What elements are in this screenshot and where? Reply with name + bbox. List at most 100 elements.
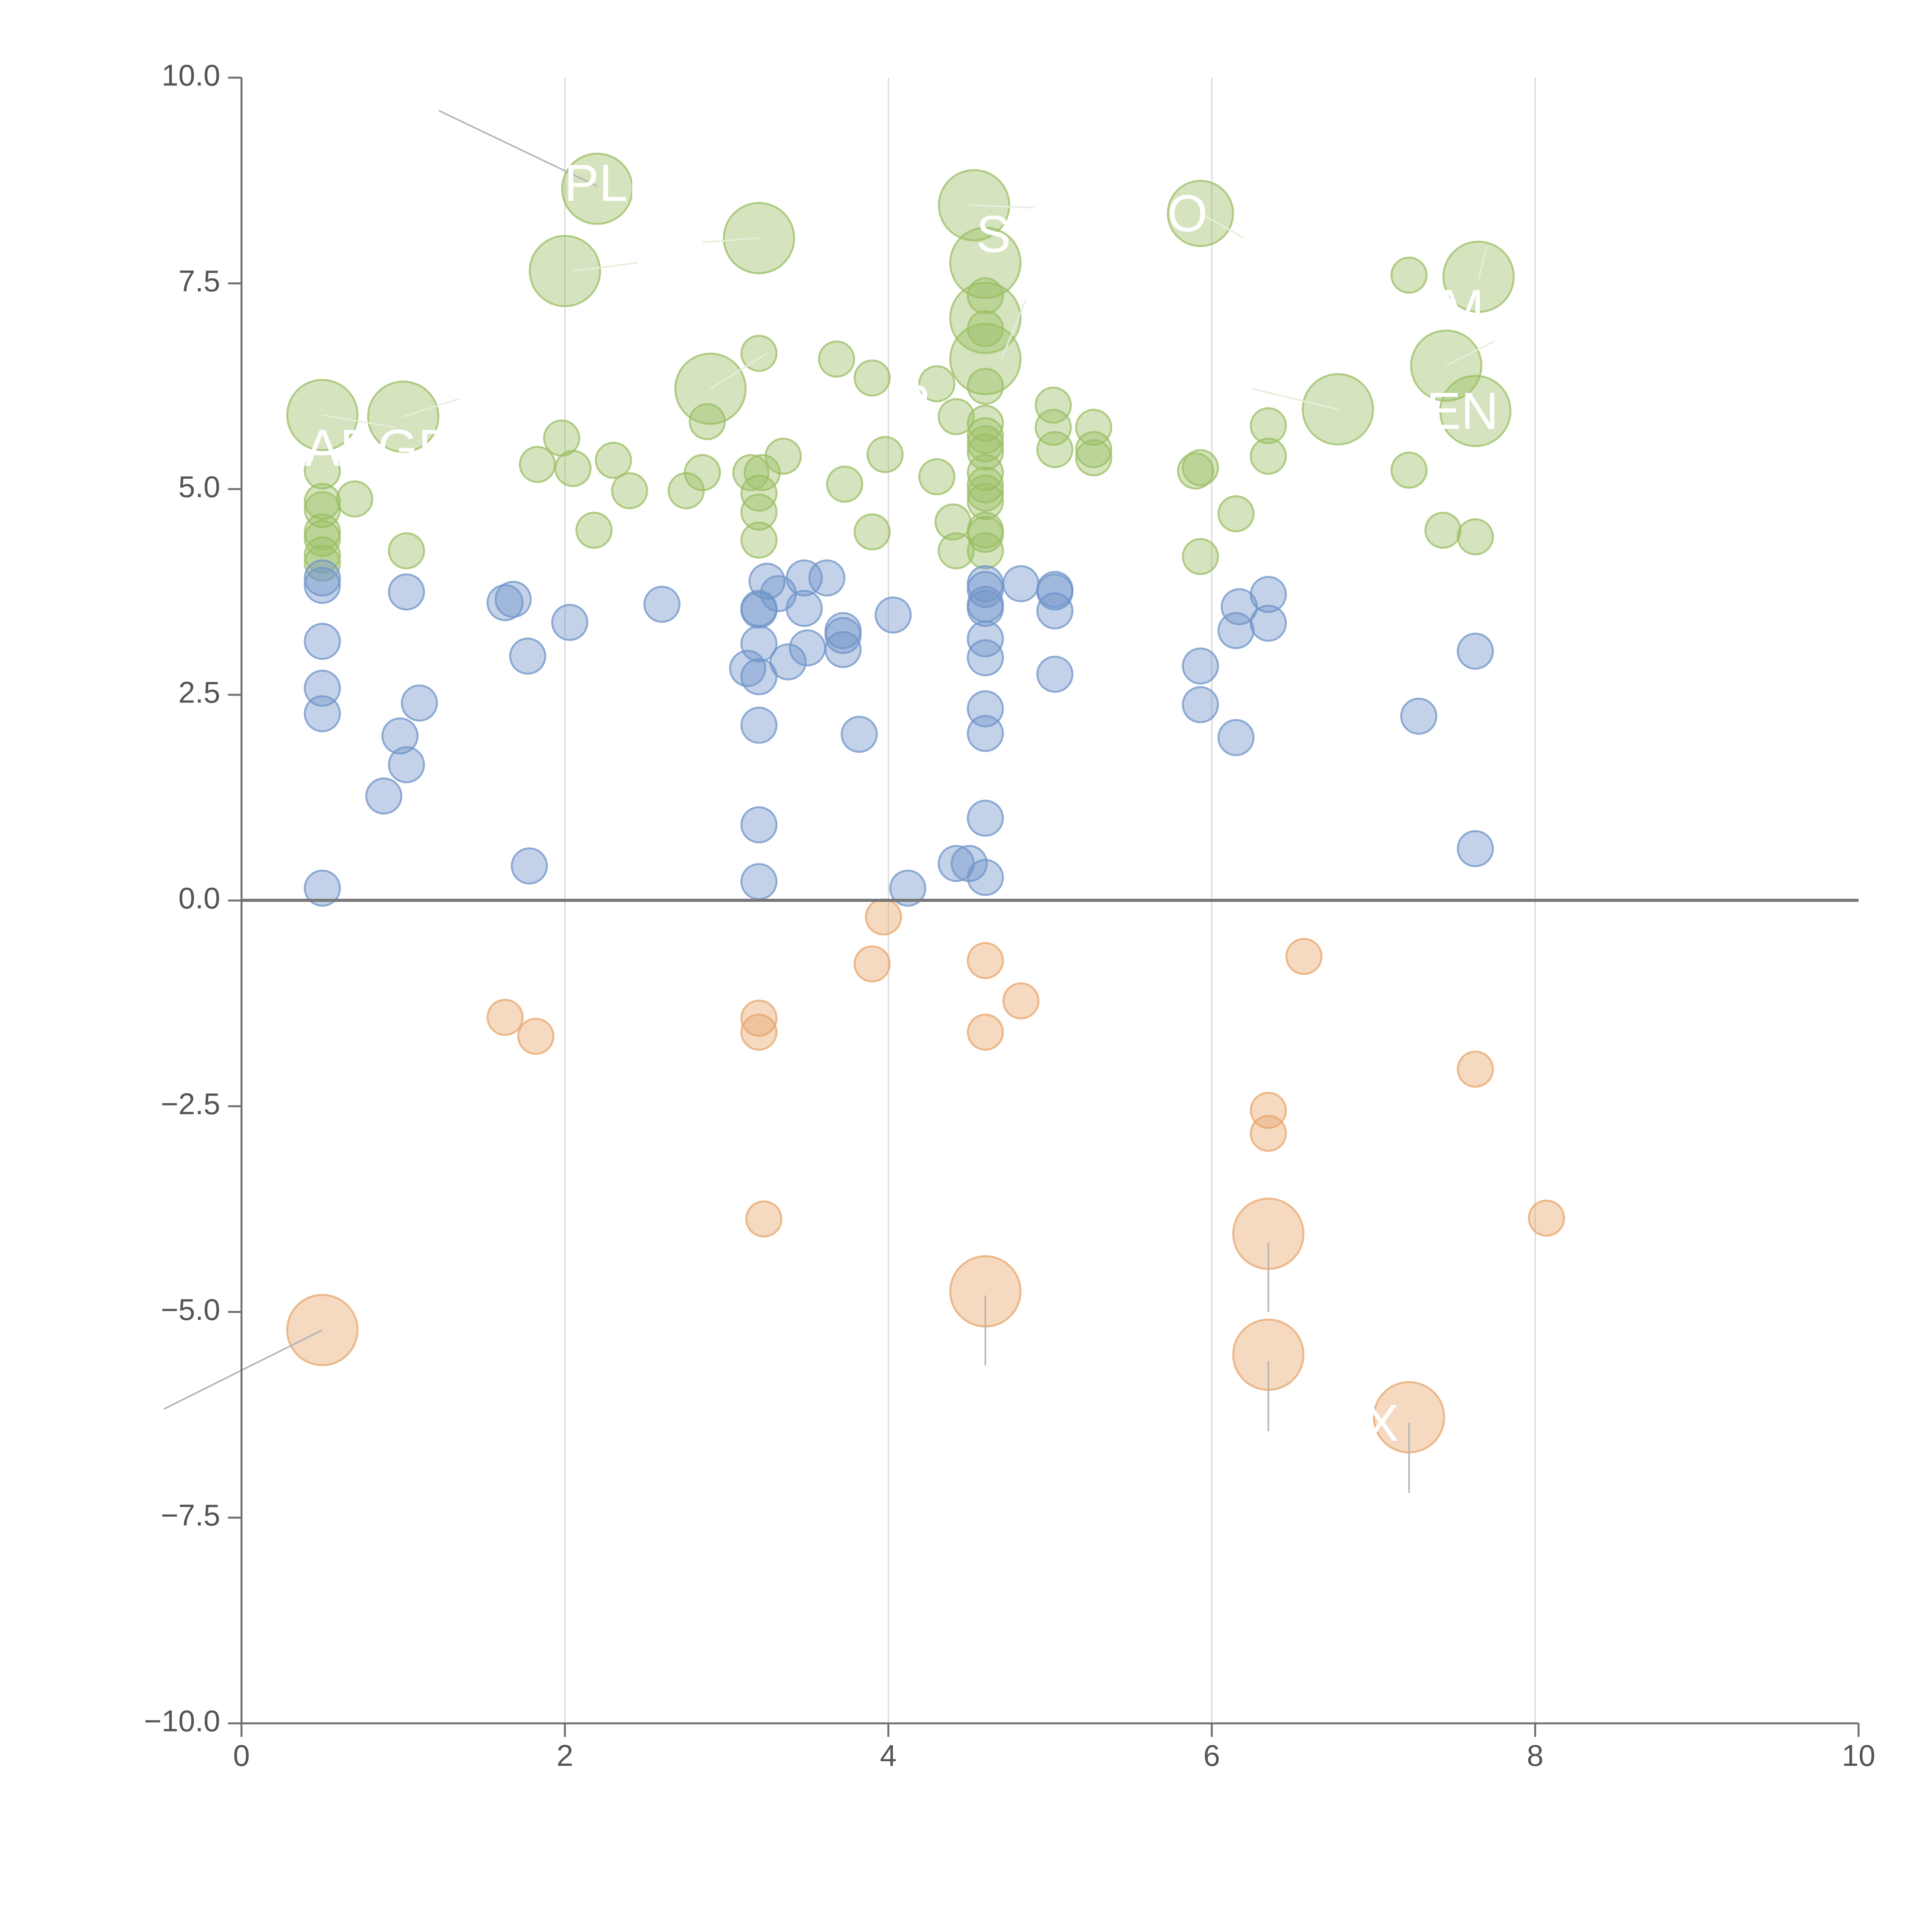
bubble-mid-36 (740, 863, 778, 900)
bubble-mid-64 (1457, 830, 1494, 867)
bubble-high-15 (1390, 257, 1428, 294)
bubble-mid-14 (551, 604, 588, 641)
bubble-mid-1 (304, 566, 341, 604)
bubble-labels: PLE S O M P EN ARGE X (305, 154, 1498, 1452)
bubble-mid-33 (840, 716, 878, 753)
x-tick-label-5: 10 (1842, 1738, 1876, 1772)
bubble-high-32 (611, 472, 648, 510)
y-tick-label-6: −5.0 (161, 1293, 220, 1327)
bubble-low-7 (486, 998, 524, 1036)
y-tick-label-4: 0.0 (179, 881, 220, 915)
bubble-high-61 (967, 417, 1004, 454)
bubble-high-49 (336, 480, 373, 518)
bubble-high-0 (561, 152, 634, 225)
bubble-mid-49 (967, 565, 1004, 602)
leader-line-16 (1200, 213, 1245, 239)
bubble-high-20 (937, 398, 975, 435)
bubble-high-17 (818, 340, 855, 378)
bubble-label-1: S (976, 205, 1011, 263)
leader-line-10 (710, 352, 768, 389)
bubble-high-11 (1439, 374, 1512, 447)
leader-line-14 (1478, 246, 1488, 280)
y-tick-label-7: −7.5 (161, 1498, 220, 1532)
bubble-mid-55 (1182, 647, 1219, 685)
y-tick-label-1: 7.5 (179, 264, 220, 298)
bubble-low-3 (1002, 982, 1040, 1020)
bubble-high-29 (554, 450, 592, 487)
bubble-low-9 (1285, 938, 1323, 975)
bubble-mid-57 (1217, 719, 1255, 756)
y-tick-label-8: −10.0 (144, 1704, 220, 1738)
bubble-mid-15 (510, 847, 548, 885)
bubble-mid-6 (388, 573, 425, 611)
bubble-mid-7 (401, 684, 438, 722)
bubble-high-46 (937, 532, 975, 570)
bubble-low-1 (854, 945, 891, 983)
bubble-mid-50 (1002, 565, 1040, 602)
bubble-high-24 (1036, 431, 1074, 468)
bubble-high-5 (949, 226, 1022, 299)
bubble-high-56 (304, 544, 341, 582)
bubble-mid-37 (889, 869, 927, 907)
bubble-label-7: X (1364, 1394, 1399, 1452)
bubble-label-6: ARGE (305, 419, 453, 477)
bubble-high-69 (967, 515, 1004, 553)
bubble-mid-31 (740, 658, 778, 696)
bubble-high-7 (949, 323, 1022, 395)
leader-line-6 (702, 237, 759, 243)
bubble-low-13 (745, 1200, 782, 1238)
bubble-high-23 (1075, 409, 1112, 446)
bubble-mid-47 (967, 585, 1004, 623)
bubble-mid-29 (740, 625, 778, 663)
bubble-high-39 (740, 521, 778, 559)
bubble-mid-3 (304, 670, 341, 707)
y-tick-label-3: 2.5 (179, 675, 220, 709)
bubble-high-77 (1390, 451, 1428, 489)
x-tick-label-2: 4 (880, 1738, 896, 1772)
bubble-mid-26 (824, 631, 862, 668)
bubble-mid-9 (388, 746, 425, 784)
bubble-mid-44 (967, 639, 1004, 677)
bubble-high-57 (967, 277, 1004, 315)
bubble-high-16 (740, 335, 778, 372)
leader-line-0 (438, 110, 598, 187)
bubble-mid-28 (769, 643, 807, 680)
bubble-high-60 (967, 405, 1004, 442)
bubble-high-21 (1034, 386, 1072, 424)
bubble-label-2: O (1167, 184, 1208, 243)
leader-line-15 (1446, 340, 1495, 367)
bubble-high-62 (967, 425, 1004, 463)
bubble-high-63 (967, 433, 1004, 471)
bubble-mid-53 (1036, 592, 1074, 629)
y-tick-label-0: 10.0 (162, 58, 220, 92)
bubble-high-59 (967, 367, 1004, 405)
bubble-high-58 (967, 310, 1004, 347)
axes (240, 78, 1859, 1725)
bubble-high-64 (967, 454, 1004, 492)
bubble-low-6 (740, 1014, 778, 1051)
y-tick-label-5: −2.5 (161, 1087, 220, 1121)
bubble-high-79 (1457, 518, 1494, 556)
x-tick-label-1: 2 (556, 1738, 573, 1772)
bubble-mid-21 (786, 559, 823, 597)
bubble-mid-5 (304, 869, 341, 907)
bubble-mid-16 (643, 585, 681, 623)
bubble-mid-54 (1036, 655, 1074, 693)
bubble-mid-43 (967, 690, 1004, 728)
bubble-high-19 (918, 365, 956, 403)
ticks: 0 2 4 6 8 10 10.0 7.5 5.0 2.5 0.0 −2.5 −5.0 −7.5 −10.0 (144, 58, 1876, 1772)
bubble-mid-52 (1036, 573, 1074, 611)
bubble-high-1 (529, 235, 601, 307)
bubble-mid-56 (1182, 686, 1219, 723)
bubble-mid-34 (874, 596, 912, 634)
leader-lines (163, 110, 1495, 1493)
bubble-label-3: M (1440, 279, 1484, 337)
bubble-high-27 (689, 403, 726, 440)
bubble-low-8 (517, 1017, 554, 1055)
bubble-high-43 (918, 458, 956, 495)
bubble-high-67 (967, 483, 1004, 520)
leader-line-9 (1001, 299, 1027, 360)
bubble-mid-2 (304, 622, 341, 660)
bubble-mid-25 (824, 617, 862, 654)
bubble-mid-41 (967, 799, 1004, 837)
